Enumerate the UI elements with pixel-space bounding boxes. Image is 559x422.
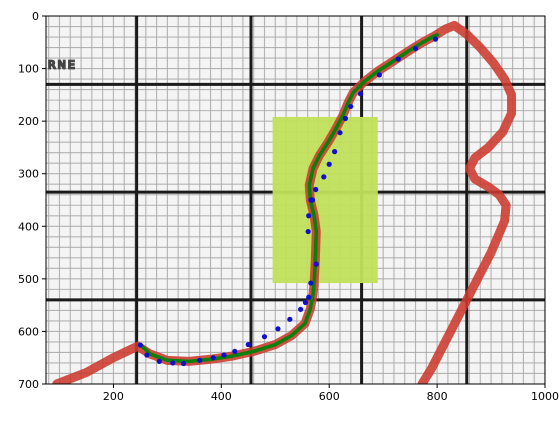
blue-point [287, 316, 293, 322]
blue-point [412, 45, 419, 52]
blue-point [197, 357, 203, 363]
y-tick-label: 200 [18, 115, 39, 128]
blue-point [305, 228, 311, 235]
y-tick-label: 400 [18, 220, 39, 233]
blue-point [348, 103, 354, 110]
blue-point [308, 197, 314, 203]
x-tick-label: 600 [319, 390, 340, 403]
blue-point [210, 355, 216, 361]
y-tick-label: 500 [18, 273, 39, 286]
blue-point [313, 261, 319, 267]
y-tick-label: 700 [18, 378, 39, 391]
plot-data-layer [52, 20, 517, 384]
y-tick-label: 600 [18, 325, 39, 338]
blue-point [337, 130, 343, 136]
x-tick-label: 400 [211, 390, 232, 403]
y-tick-label: 0 [32, 10, 39, 23]
blue-point [156, 358, 162, 364]
blue-point [180, 360, 187, 367]
blue-point [275, 326, 281, 332]
blue-point [221, 352, 227, 358]
blue-point [137, 342, 144, 348]
blue-point [332, 149, 338, 155]
blue-point [313, 186, 319, 193]
blue-point [170, 360, 176, 366]
blue-point [357, 91, 364, 97]
background-title-text: URNE [38, 59, 77, 72]
blue-point [395, 56, 401, 62]
blue-point [261, 334, 268, 340]
x-tick-label: 1000 [531, 390, 559, 403]
x-axis: 200 400 600 800 1000 [103, 384, 559, 403]
blue-point [321, 174, 327, 180]
blue-point [298, 306, 304, 312]
y-tick-label: 100 [18, 63, 39, 76]
x-tick-label: 200 [103, 390, 124, 403]
blue-point [306, 294, 312, 300]
blue-point [302, 299, 309, 306]
blue-point [232, 348, 238, 355]
axes-frame [45, 15, 546, 385]
blue-point [245, 341, 251, 348]
y-tick-label: 300 [18, 168, 39, 181]
background-map-image: URNE [38, 16, 545, 384]
blue-point [376, 72, 382, 78]
blue-point [144, 352, 150, 358]
blue-point [306, 213, 312, 219]
blue-point [308, 280, 314, 286]
green-path-line [138, 33, 439, 364]
blue-point [342, 115, 348, 122]
blue-point [432, 36, 439, 42]
blue-point [326, 161, 332, 167]
y-axis: 0 100 200 300 400 500 600 700 [18, 10, 46, 391]
x-tick-label: 800 [427, 390, 448, 403]
